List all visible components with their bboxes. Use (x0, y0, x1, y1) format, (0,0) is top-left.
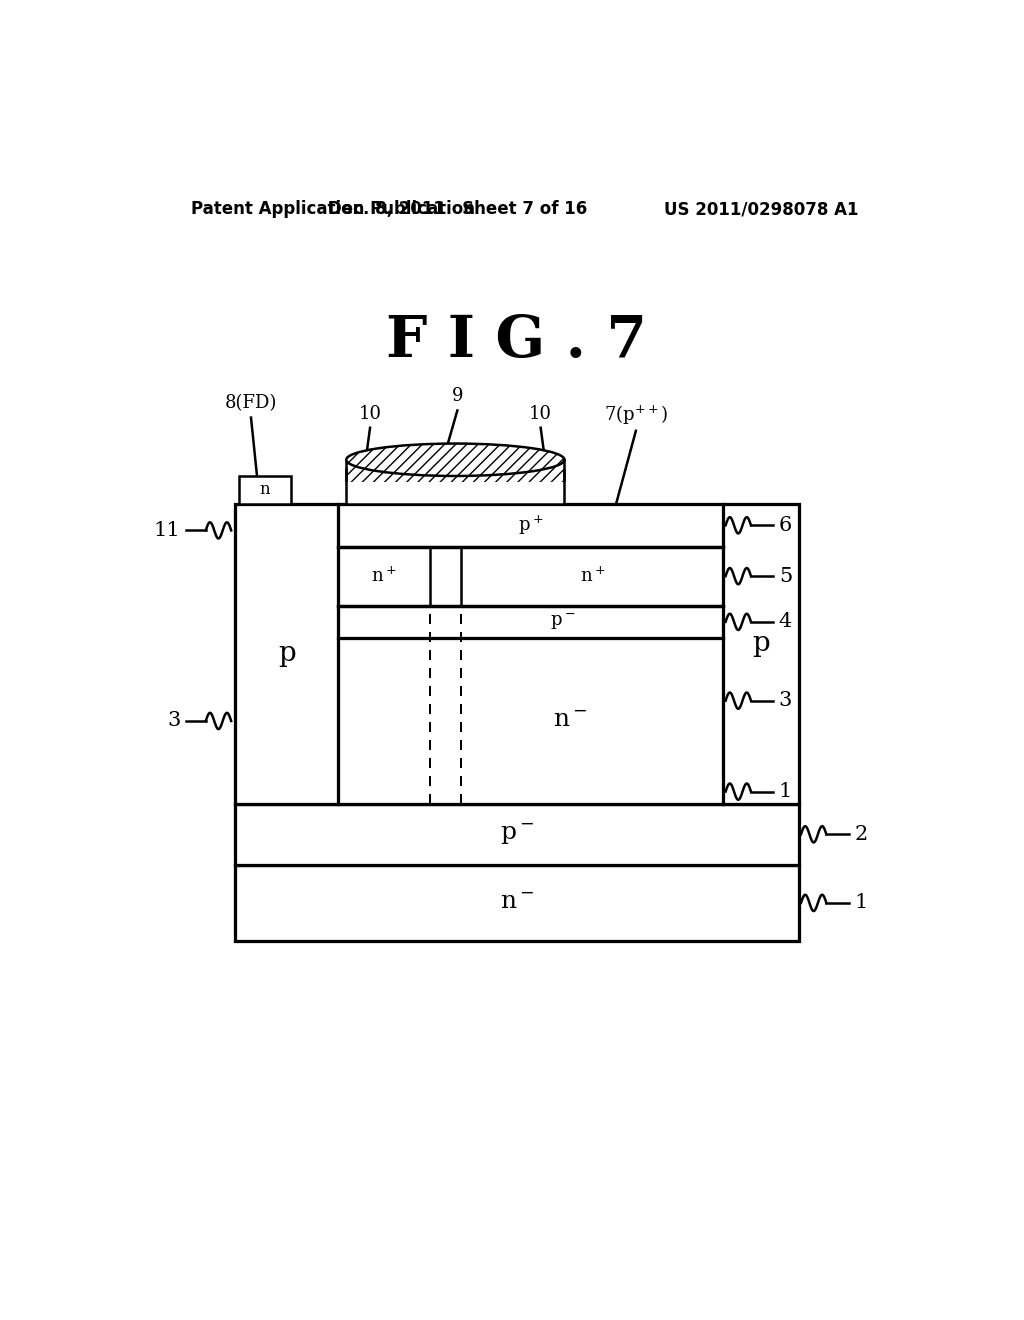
Bar (461, 546, 723, 606)
Text: 11: 11 (154, 521, 180, 540)
Bar (240, 475, 291, 504)
Text: p$^+$: p$^+$ (518, 513, 544, 537)
Text: 7(p$^{++}$): 7(p$^{++}$) (604, 403, 668, 426)
Bar (236, 865, 799, 941)
Text: 1: 1 (779, 783, 793, 801)
Text: Dec. 8, 2011   Sheet 7 of 16: Dec. 8, 2011 Sheet 7 of 16 (328, 201, 587, 218)
Text: Patent Application Publication: Patent Application Publication (191, 201, 475, 218)
Text: 10: 10 (529, 405, 552, 422)
Bar (236, 504, 799, 804)
Text: p: p (278, 640, 296, 668)
Text: 2: 2 (854, 825, 867, 843)
Text: n$^-$: n$^-$ (553, 709, 588, 733)
Text: 6: 6 (779, 516, 792, 535)
Text: 8(FD): 8(FD) (225, 395, 278, 412)
Text: US 2011/0298078 A1: US 2011/0298078 A1 (664, 201, 858, 218)
Text: n: n (259, 482, 270, 498)
Bar (345, 482, 566, 504)
Text: p$^-$: p$^-$ (500, 822, 535, 847)
Text: 9: 9 (452, 387, 463, 405)
Text: 4: 4 (779, 612, 792, 631)
Text: n$^-$: n$^-$ (500, 891, 535, 915)
Text: p: p (752, 630, 770, 657)
Text: n$^+$: n$^+$ (371, 566, 396, 586)
Text: 3: 3 (167, 711, 180, 730)
Text: 10: 10 (358, 405, 382, 422)
Text: 3: 3 (779, 692, 793, 710)
Bar (346, 459, 564, 504)
Text: n$^+$: n$^+$ (580, 566, 605, 586)
Bar (338, 546, 430, 606)
Ellipse shape (346, 444, 564, 477)
Text: F I G . 7: F I G . 7 (386, 313, 647, 370)
Bar (236, 804, 799, 865)
Text: 1: 1 (854, 894, 867, 912)
Text: p$^-$: p$^-$ (550, 612, 575, 632)
Text: 5: 5 (779, 566, 792, 586)
